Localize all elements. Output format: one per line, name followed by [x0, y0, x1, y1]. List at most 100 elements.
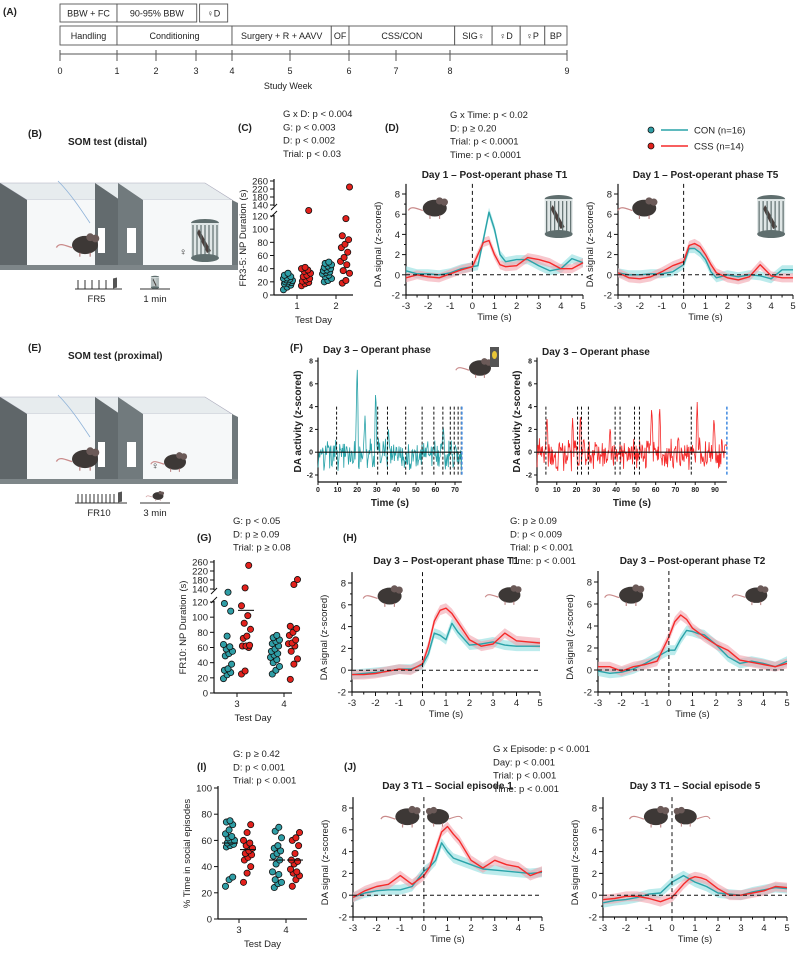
week-tick-label: 1 — [114, 66, 119, 76]
y-tick-label: 0 — [309, 450, 313, 457]
y-tick-label: 100 — [252, 225, 268, 236]
y-tick-label: 40 — [201, 862, 212, 873]
fr-schedule-label: FR10 — [87, 508, 110, 519]
x-tick-label: 60 — [432, 487, 440, 494]
y-tick-label: 60 — [257, 251, 268, 262]
y-tick-label: 6 — [587, 600, 592, 611]
y-tick-label: 40 — [257, 264, 268, 275]
x-tick-label: -1 — [396, 923, 404, 934]
x-tick-label: 30 — [373, 487, 381, 494]
x-tick-label: 4 — [761, 698, 766, 709]
y-tick-label: -2 — [307, 473, 313, 480]
week-tick-label: 9 — [564, 66, 569, 76]
stat-line: Trial: p < 0.001 — [510, 543, 573, 554]
y-axis-label: FR10: NP Duration (s) — [178, 581, 189, 675]
mouse-tail — [628, 815, 645, 820]
door-open-icon — [118, 491, 122, 503]
box-right-wall — [232, 414, 238, 479]
mouse-tail — [145, 495, 153, 498]
stimulus-mouse-mini-icon — [145, 491, 165, 501]
interval-label: 1 min — [143, 294, 166, 305]
trace-css — [536, 401, 728, 472]
stat-line: G: p < 0.003 — [283, 122, 336, 133]
data-point-con — [227, 607, 235, 615]
y-tick-label: 2 — [528, 427, 532, 434]
x-tick-label: -3 — [349, 923, 357, 934]
sem-band-css — [598, 610, 787, 676]
x-tick-label: -2 — [424, 301, 432, 312]
data-point-css — [241, 584, 249, 592]
data-point-css — [241, 667, 249, 675]
y-tick-label: 2 — [607, 250, 612, 261]
interval-label: 3 min — [143, 508, 166, 519]
y-tick-label: 60 — [201, 836, 212, 847]
y-tick-label: 0 — [263, 291, 268, 302]
b-apparatus: (B) SOM test (distal) ♀ FR5 1 min — [0, 129, 238, 305]
data-point-css — [290, 581, 298, 589]
week-tick-label: 5 — [287, 66, 292, 76]
stimulus-mouse-icon — [425, 806, 463, 827]
y-tick-label: 6 — [341, 600, 346, 611]
mouse-tail — [455, 367, 470, 371]
b-title: SOM test (distal) — [68, 137, 147, 148]
phase-label: ♀D — [500, 31, 514, 41]
x-tick-label: -1 — [446, 301, 454, 312]
y-axis-label: DA signal (z-scored) — [570, 820, 581, 906]
chart-h1: (H) G: p ≥ 0.09 D: p < 0.009 Trial: p < 0.0… — [319, 516, 576, 720]
mouse-tail — [380, 815, 396, 820]
y-tick-label: 0 — [395, 270, 400, 281]
y-tick-label: 180 — [192, 576, 208, 587]
data-point-con — [275, 823, 283, 831]
y-tick-label: 6 — [342, 825, 347, 836]
panel-label-a: (A) — [3, 7, 17, 18]
mouse-ear — [86, 233, 95, 242]
stat-line: D: p ≥ 0.20 — [450, 123, 496, 134]
week-tick-label: 6 — [346, 66, 351, 76]
legend-item-con: CON (n=16) — [647, 126, 745, 137]
data-point-css — [342, 277, 350, 285]
stat-line: D: p < 0.001 — [233, 762, 285, 773]
data-point-css — [290, 660, 298, 668]
y-tick-label: 8 — [309, 359, 313, 366]
timeline-phase: CSS/CON — [348, 25, 456, 46]
data-point-css — [339, 267, 347, 275]
data-point-con — [224, 665, 232, 673]
panel-label-b: (B) — [28, 129, 42, 140]
chart-c: (C) G x D: p < 0.004 G: p < 0.003 D: p < 0.… — [238, 109, 353, 326]
stat-line: D: p < 0.009 — [510, 529, 562, 540]
x-tick-label: 3 — [737, 698, 742, 709]
timeline-phase: SIG♀ — [454, 25, 493, 46]
axis-break-mark — [270, 203, 278, 211]
data-point-css — [293, 576, 301, 584]
mouse-ear — [430, 806, 437, 814]
data-point-css — [292, 636, 300, 644]
timeline-phase: Handling — [59, 25, 118, 46]
cage-icon — [544, 195, 573, 239]
stat-line: Day: p < 0.001 — [493, 757, 555, 768]
stat-line: G x Episode: p < 0.001 — [493, 744, 590, 755]
timeline-phase: ♀P — [519, 25, 546, 46]
stat-line: Trial: p < 0.001 — [233, 776, 296, 787]
chart-title: Day 3 – Post-operant phase T1 — [373, 556, 519, 567]
x-tick-label: 60 — [652, 487, 660, 494]
x-tick-label: 3 — [236, 925, 241, 936]
stimulus-mouse-icon — [731, 585, 769, 606]
x-tick-label: 4 — [283, 925, 288, 936]
x-tick-label: 0 — [420, 698, 425, 709]
y-tick-label: 8 — [592, 804, 597, 815]
cage-icon — [757, 195, 786, 239]
y-axis-label: DA signal (z-scored) — [320, 820, 331, 906]
x-tick-label: 5 — [539, 923, 544, 934]
x-tick-label: 90 — [711, 487, 719, 494]
y-tick-label: 20 — [201, 888, 212, 899]
chart-j1: (J) G x Episode: p < 0.001 Day: p < 0.001 T… — [320, 744, 590, 945]
phase-label: SIG♀ — [462, 31, 484, 41]
data-point-con — [275, 870, 283, 878]
y-axis-label: % Time in social episodes — [182, 799, 193, 909]
y-tick-label: 80 — [201, 810, 212, 821]
data-point-css — [240, 619, 248, 627]
phase-box — [116, 3, 198, 23]
data-point-css — [295, 842, 303, 850]
y-tick-label: 4 — [528, 404, 532, 411]
